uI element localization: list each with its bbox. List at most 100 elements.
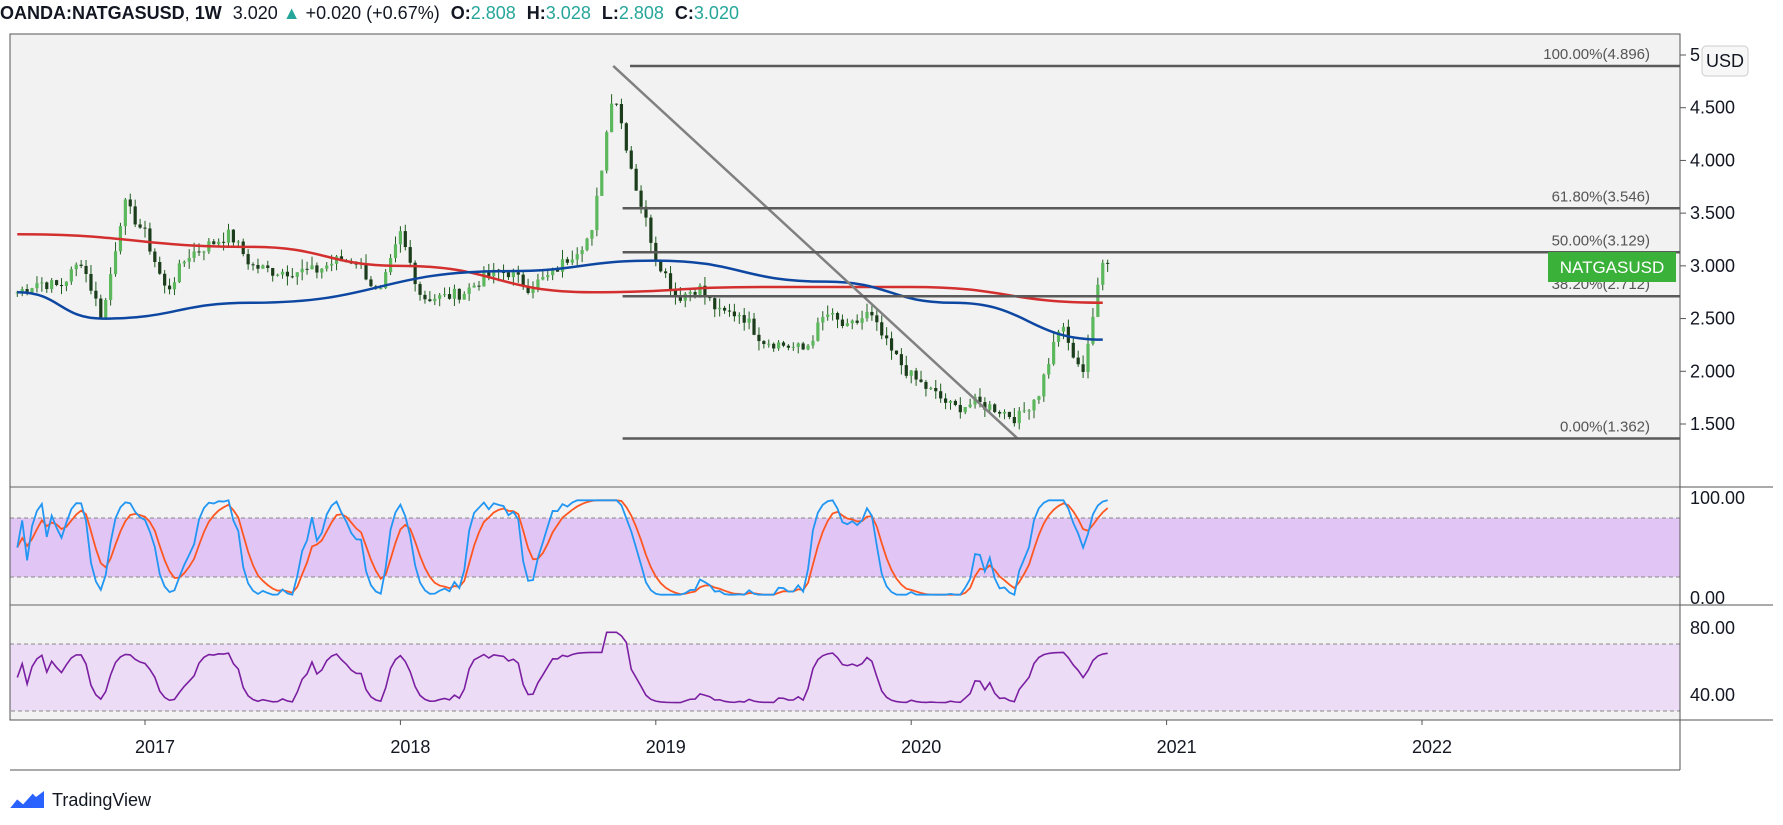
candle-body: [1066, 326, 1070, 343]
candle-body: [447, 294, 452, 299]
candle-body: [860, 318, 864, 323]
candle-body: [266, 265, 270, 268]
candle-body: [1106, 262, 1110, 264]
candle-body: [644, 206, 648, 218]
candle-body: [398, 231, 402, 245]
candle-body: [330, 263, 334, 266]
candle-body: [1052, 341, 1056, 365]
indicator-lines: [16, 499, 1109, 704]
candle-body: [727, 310, 732, 312]
candle-body: [99, 298, 103, 319]
high-value: 3.028: [545, 3, 591, 23]
main-pane[interactable]: [10, 34, 1680, 486]
candle-body: [339, 256, 344, 262]
candle-body: [1012, 417, 1016, 424]
candle-body: [472, 285, 476, 288]
candle-body: [231, 229, 236, 243]
candle-body: [899, 354, 903, 366]
price-tick-label: 4.000: [1690, 150, 1735, 170]
candle-body: [1081, 364, 1085, 372]
brand-name[interactable]: TradingView: [52, 789, 152, 810]
footer: TradingView: [8, 785, 151, 815]
candle-body: [688, 292, 692, 294]
candle-body: [575, 254, 579, 260]
symbol-name[interactable]: OANDA:NATGASUSD: [0, 3, 185, 23]
candle-body: [948, 400, 953, 403]
candle-body: [1101, 262, 1105, 285]
time-axis[interactable]: 2017 2018 2019 2020 2021 2022: [135, 720, 1452, 757]
candle-body: [855, 320, 859, 323]
candle-body: [865, 311, 869, 319]
candle-body: [600, 170, 604, 196]
candle-body: [182, 261, 186, 264]
candle-body: [1086, 343, 1090, 372]
candle-body: [192, 251, 196, 258]
candle-body: [835, 313, 840, 320]
candle-body: [767, 343, 771, 345]
candle-body: [580, 250, 584, 255]
candle-body: [609, 103, 614, 133]
close-label: C:: [674, 3, 694, 23]
candle-body: [487, 271, 491, 277]
candle-body: [482, 271, 486, 287]
fibonacci-retracement[interactable]: 100.00%(4.896) 61.80%(3.546) 50.00%(3.129)…: [622, 46, 1680, 440]
time-tick-label: 2020: [901, 737, 941, 757]
time-tick-label: 2018: [390, 737, 430, 757]
currency-box[interactable]: [1701, 45, 1749, 77]
time-tick-label: 2021: [1157, 737, 1197, 757]
stoch-band: [9, 517, 1681, 578]
candle-body: [993, 404, 997, 412]
candle-body: [629, 150, 633, 169]
candle-body: [167, 285, 172, 290]
candle-body: [904, 365, 908, 376]
candle-body: [433, 298, 437, 302]
candle-body: [501, 272, 506, 274]
candle-body: [786, 345, 791, 348]
indicator-axes[interactable]: 100.00 0.00 80.00 40.00: [1690, 488, 1745, 705]
candle-body: [850, 320, 854, 324]
candle-body: [408, 247, 412, 263]
candle-body: [300, 268, 304, 273]
tradingview-logo-icon[interactable]: [8, 790, 46, 810]
chart-canvas[interactable]: 100.00%(4.896) 61.80%(3.546) 50.00%(3.129)…: [0, 0, 1783, 785]
candle-body: [541, 277, 545, 280]
candle-body: [20, 289, 24, 293]
candle-body: [939, 391, 943, 399]
candle-body: [172, 282, 177, 290]
candle-body: [1017, 410, 1021, 424]
candle-body: [1096, 284, 1100, 317]
candle-body: [320, 268, 324, 273]
candle-body: [634, 168, 638, 191]
low-label: L:: [601, 3, 619, 23]
candle-body: [698, 285, 702, 295]
candle-body: [668, 273, 673, 290]
indicator-tick-label: 80.00: [1690, 618, 1735, 638]
candle-body: [403, 231, 407, 248]
candle-body: [605, 132, 609, 171]
candle-body: [536, 279, 540, 289]
candle-body: [511, 272, 515, 278]
candle-body: [757, 334, 761, 342]
price-tick-label: 2.500: [1690, 309, 1735, 329]
candle-body: [737, 315, 741, 317]
candle-body: [221, 241, 226, 243]
candle-body: [546, 275, 550, 278]
indicator-tick-label: 0.00: [1690, 588, 1725, 608]
candle-body: [280, 271, 285, 275]
candle-body: [811, 340, 815, 346]
interval[interactable]: 1W: [194, 3, 222, 23]
indicator-tick-label: 100.00: [1690, 488, 1745, 508]
price-change: +0.020 (+0.67%): [305, 3, 440, 23]
candle-body: [590, 230, 594, 239]
candle-body: [560, 259, 565, 272]
candle-body: [673, 289, 678, 296]
candle-body: [290, 276, 294, 278]
candle-body: [821, 316, 825, 323]
candle-body: [570, 259, 574, 263]
candle-body: [45, 282, 49, 290]
candle-body: [261, 265, 265, 269]
candle-body: [1037, 396, 1041, 400]
candle-body: [148, 228, 152, 252]
candle-body: [516, 272, 520, 275]
